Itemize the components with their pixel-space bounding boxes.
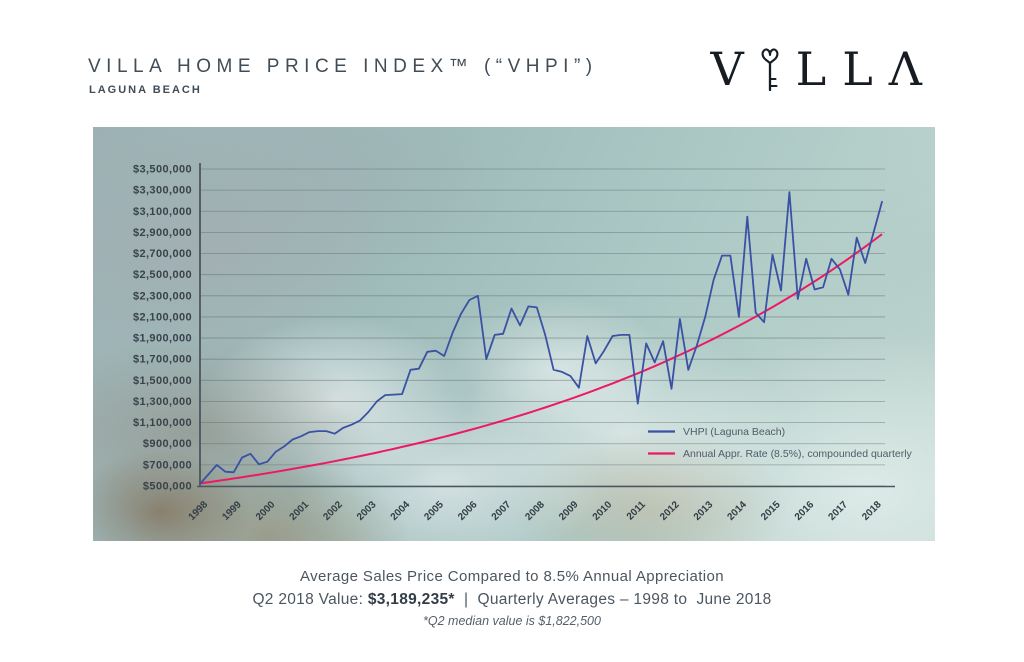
logo-letter: L <box>842 42 873 96</box>
caption-line2-prefix: Q2 2018 Value: <box>252 591 368 608</box>
caption-footnote: *Q2 median value is $1,822,500 <box>423 614 601 628</box>
q2-2018-value: $3,189,235* <box>367 591 455 608</box>
logo-letter: Λ <box>888 42 922 96</box>
logo-letter: V <box>710 42 744 96</box>
villa-logo: V L L Λ <box>702 42 930 94</box>
key-icon <box>761 48 779 92</box>
caption-line2-suffix: | Quarterly Averages – 1998 to June 2018 <box>454 591 772 608</box>
caption-line1: Average Sales Price Compared to 8.5% Ann… <box>299 568 725 585</box>
caption-line2: Q2 2018 Value: $3,189,235* | Quarterly A… <box>0 591 1024 609</box>
page-subtitle: LAGUNA BEACH <box>89 84 202 96</box>
background-photo <box>93 127 935 541</box>
page-title: VILLA HOME PRICE INDEX™ (“VHPI”) <box>88 56 598 77</box>
caption: Average Sales Price Compared to 8.5% Ann… <box>0 568 1024 628</box>
logo-letter: L <box>795 42 827 96</box>
